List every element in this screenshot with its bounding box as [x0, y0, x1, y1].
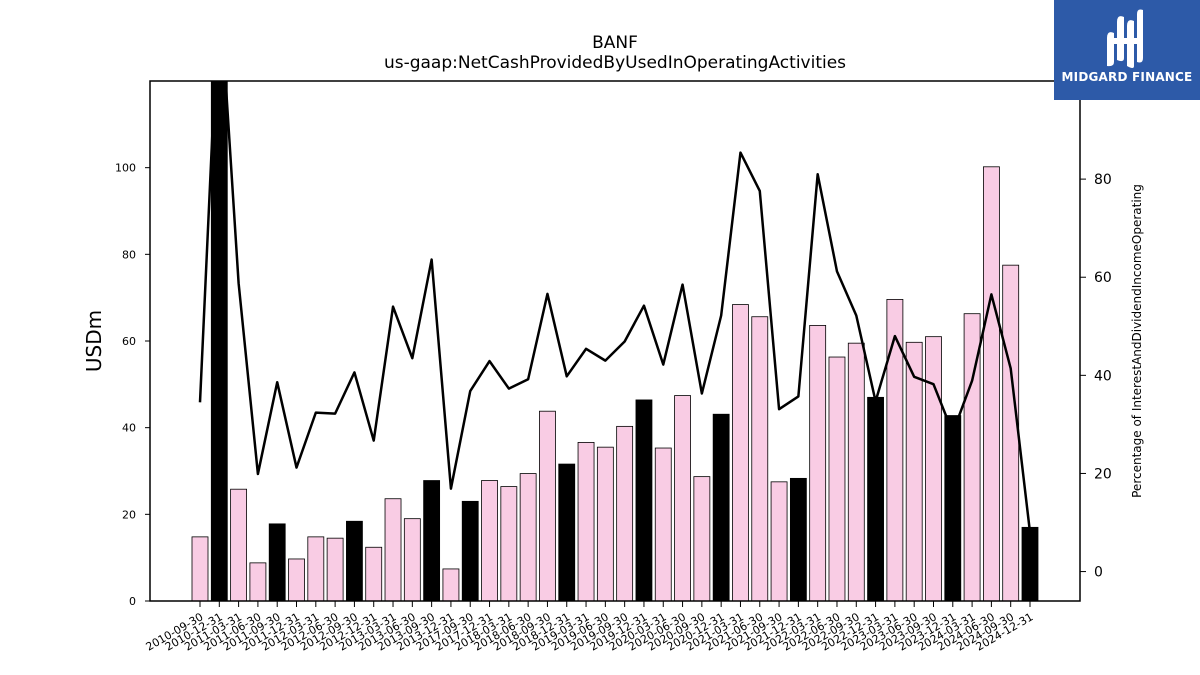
bar-2023-06-30: [905, 341, 923, 601]
bar-2012-12-31: [365, 546, 383, 601]
y2-tick-label: 60: [1094, 270, 1112, 286]
bar-2023-03-31: [886, 298, 904, 601]
chart-subtitle: us-gaap:NetCashProvidedByUsedInOperating…: [384, 53, 846, 73]
logo-text: MIDGARD FINANCE: [1061, 70, 1193, 84]
logo-mark-icon: [1107, 9, 1143, 69]
bar-2012-03-31: [307, 536, 325, 601]
y-tick-label: 60: [122, 335, 136, 348]
bar-2011-06-30: [249, 562, 267, 601]
bar-2018-06-30: [519, 473, 537, 601]
bar-2020-06-30: [674, 395, 691, 601]
line-path: [198, 81, 1032, 533]
bar-2017-12-31: [481, 480, 498, 601]
y-axis-label: USDm: [82, 310, 106, 372]
y-tick-label: 100: [115, 162, 136, 175]
y2-axis-ticks: 0 20 40 60 80: [1080, 172, 1112, 581]
x-axis-ticks: 2010-09-302010-12-312011-03-312011-06-30…: [144, 601, 1036, 654]
bar-2012-06-30: [326, 537, 344, 601]
y-axis-ticks: 0 20 40 60 80 100: [115, 162, 150, 608]
bar-2020-03-31: [654, 447, 672, 601]
bar-2023-12-31: [944, 415, 962, 601]
y2-tick-label: 40: [1094, 368, 1112, 384]
bar-2024-12-31: [1021, 526, 1039, 601]
bar-2022-12-31: [867, 396, 884, 601]
bar-2011-12-31: [288, 558, 305, 601]
chart-title: BANF: [592, 33, 638, 53]
bar-2013-12-31: [442, 568, 460, 601]
y2-tick-label: 0: [1094, 565, 1103, 581]
bar-2013-03-31: [384, 498, 402, 601]
bar-2022-06-30: [828, 356, 846, 601]
bar-2024-03-31: [963, 313, 981, 601]
bar-2021-12-31: [789, 477, 807, 601]
bar-2017-09-30: [461, 500, 479, 601]
bar-2023-09-30: [925, 336, 942, 601]
y2-tick-label: 80: [1094, 172, 1112, 188]
bar-2022-09-30: [847, 342, 865, 601]
bar-2011-03-31: [230, 488, 248, 601]
bar-2019-06-30: [596, 446, 614, 601]
bar-2012-09-30: [346, 520, 363, 601]
bar-2024-06-30: [982, 166, 1000, 601]
bar-2010-09-30: [191, 536, 209, 601]
y2-axis-label: Percentage of InterestAndDividendIncomeO…: [1130, 184, 1144, 498]
bar-2018-12-31: [558, 463, 576, 601]
bar-2022-03-31: [809, 324, 827, 601]
bar-2013-09-30: [423, 480, 441, 601]
bar-2013-06-30: [403, 518, 421, 601]
y-tick-label: 40: [122, 422, 136, 435]
bar-2019-12-31: [635, 399, 653, 601]
bar-2011-09-30: [268, 523, 286, 601]
y-tick-label: 20: [122, 508, 136, 521]
line-series: [198, 81, 1032, 533]
bar-2020-12-31: [712, 413, 730, 601]
bar-2018-03-31: [500, 486, 518, 601]
bar-2018-09-30: [539, 410, 556, 601]
y-tick-label: 0: [129, 595, 136, 608]
y2-tick-label: 20: [1094, 466, 1112, 482]
bar-series: [191, 81, 1039, 601]
midgard-finance-logo: MIDGARD FINANCE: [1054, 0, 1200, 100]
bar-2019-03-31: [577, 441, 595, 601]
bar-2024-09-30: [1002, 264, 1020, 601]
bar-2021-06-30: [751, 316, 769, 601]
bar-2021-03-31: [732, 304, 749, 601]
bar-2021-09-30: [770, 481, 788, 601]
y-tick-label: 80: [122, 248, 136, 261]
bar-2019-09-30: [616, 425, 634, 601]
bar-2020-09-30: [693, 476, 711, 601]
bar-2010-12-31: [210, 81, 228, 601]
